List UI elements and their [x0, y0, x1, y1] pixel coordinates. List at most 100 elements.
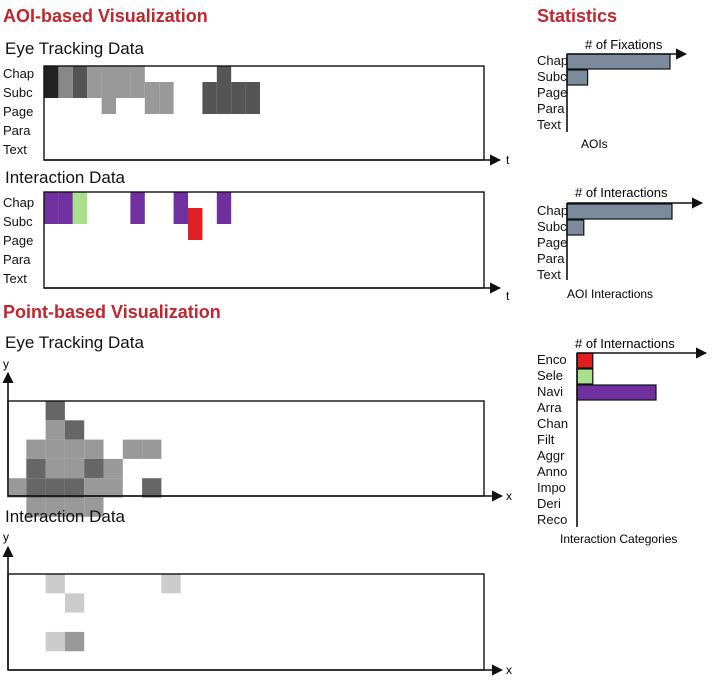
categories-label-9: Deri: [537, 496, 561, 511]
interactions-bar-1: [566, 219, 585, 236]
aoi-interaction-row-labels: Chap Subc Page Para Text: [3, 195, 34, 286]
aoi-cell: [216, 66, 232, 114]
categories-label-4: Chan: [537, 416, 568, 431]
aoi-interaction-row-label-1: Subc: [3, 214, 33, 229]
point-cell: [45, 574, 65, 594]
point-cell: [103, 458, 123, 479]
point-eye-x-label: x: [506, 489, 512, 503]
aoi-eye-heatmap: [44, 66, 260, 114]
point-section-title: Point-based Visualization: [3, 302, 221, 322]
point-cell: [103, 478, 123, 498]
categories-label-3: Arra: [537, 400, 562, 415]
aoi-cell: [173, 192, 188, 224]
interactions-label-2: Page: [537, 235, 567, 250]
fixations-label-3: Para: [537, 101, 565, 116]
stats-section-title: Statistics: [537, 6, 617, 26]
aoi-interaction-row-label-0: Chap: [3, 195, 34, 210]
point-interaction-heatmap: [45, 574, 181, 652]
aoi-section-title: AOI-based Visualization: [3, 6, 208, 26]
point-cell: [64, 497, 85, 517]
aoi-interaction-time-label: t: [506, 289, 510, 303]
aoi-eye-row-label-1: Subc: [3, 85, 33, 100]
aoi-eye-row-label-4: Text: [3, 142, 27, 157]
interactions-label-3: Para: [537, 251, 565, 266]
point-cell: [26, 497, 46, 517]
categories-label-8: Impo: [537, 480, 566, 495]
aoi-cell: [87, 66, 102, 98]
aoi-cell: [44, 66, 59, 98]
point-eye-y-label: y: [3, 357, 9, 371]
categories-label-2: Navi: [537, 384, 563, 399]
aoi-cell: [202, 82, 217, 114]
categories-caption: Interaction Categories: [560, 532, 677, 546]
categories-labels: EncoSeleNaviArraChanFiltAggrAnnoImpoDeri…: [537, 352, 568, 527]
categories-bar-1: [576, 368, 594, 385]
aoi-interaction-row-label-2: Page: [3, 233, 33, 248]
aoi-cell: [101, 98, 116, 114]
point-cell: [26, 439, 46, 459]
interactions-label-1: Subc: [537, 219, 567, 234]
point-cell: [142, 478, 162, 498]
categories-chart-title: # of Internactions: [575, 336, 675, 351]
interactions-bars: [566, 203, 673, 236]
point-cell: [64, 631, 85, 652]
interactions-caption: AOI Interactions: [567, 287, 653, 301]
point-cell: [45, 458, 65, 479]
aoi-interaction-row-label-4: Text: [3, 271, 27, 286]
fixations-chart-title: # of Fixations: [585, 37, 663, 52]
interactions-bar-0: [566, 203, 673, 220]
point-cell: [26, 458, 46, 479]
point-cell: [84, 478, 104, 498]
interactions-label-4: Text: [537, 267, 561, 282]
categories-bar-2: [576, 384, 657, 401]
aoi-cell: [72, 192, 88, 224]
aoi-cell: [159, 82, 174, 114]
aoi-cell: [130, 66, 145, 98]
point-cell: [45, 478, 65, 498]
aoi-interaction-title: Interaction Data: [5, 168, 126, 187]
categories-label-5: Filt: [537, 432, 555, 447]
point-interaction-title: Interaction Data: [5, 507, 126, 526]
point-cell: [45, 401, 65, 421]
aoi-cell: [188, 208, 203, 240]
aoi-eye-row-label-3: Para: [3, 123, 31, 138]
point-cell: [64, 420, 85, 440]
point-cell: [45, 420, 65, 440]
point-cell: [26, 478, 46, 498]
categories-bar-0: [576, 352, 594, 369]
interactions-label-0: Chap: [537, 203, 568, 218]
aoi-cell: [144, 98, 160, 114]
aoi-cell: [116, 66, 131, 82]
aoi-cell: [72, 66, 88, 98]
point-cell: [84, 497, 104, 517]
aoi-eye-title: Eye Tracking Data: [5, 39, 144, 58]
fixations-bar-1: [566, 69, 589, 86]
aoi-interaction-heatmap: [44, 192, 232, 240]
point-cell: [161, 574, 181, 594]
aoi-cell: [216, 192, 232, 224]
point-interaction-frame: [7, 573, 485, 671]
categories-label-6: Aggr: [537, 448, 565, 463]
fixations-label-2: Page: [537, 85, 567, 100]
point-cell: [64, 593, 85, 613]
categories-label-7: Anno: [537, 464, 567, 479]
point-eye-heatmap: [7, 401, 162, 517]
point-cell: [45, 439, 65, 459]
aoi-cell: [58, 192, 73, 224]
point-cell: [84, 439, 104, 459]
aoi-cell: [231, 82, 246, 114]
fixations-bars: [566, 53, 671, 86]
aoi-interaction-frame: [43, 191, 485, 289]
point-cell: [64, 478, 85, 498]
point-interaction-y-label: y: [3, 530, 9, 544]
categories-label-0: Enco: [537, 352, 567, 367]
aoi-cell: [130, 192, 145, 224]
point-interaction-x-label: x: [506, 663, 512, 677]
aoi-eye-time-label: t: [506, 153, 510, 167]
categories-label-10: Reco: [537, 512, 567, 527]
aoi-cell: [58, 66, 73, 98]
aoi-eye-row-labels: Chap Subc Page Para Text: [3, 66, 34, 157]
aoi-cell: [101, 66, 116, 82]
aoi-eye-row-label-0: Chap: [3, 66, 34, 81]
